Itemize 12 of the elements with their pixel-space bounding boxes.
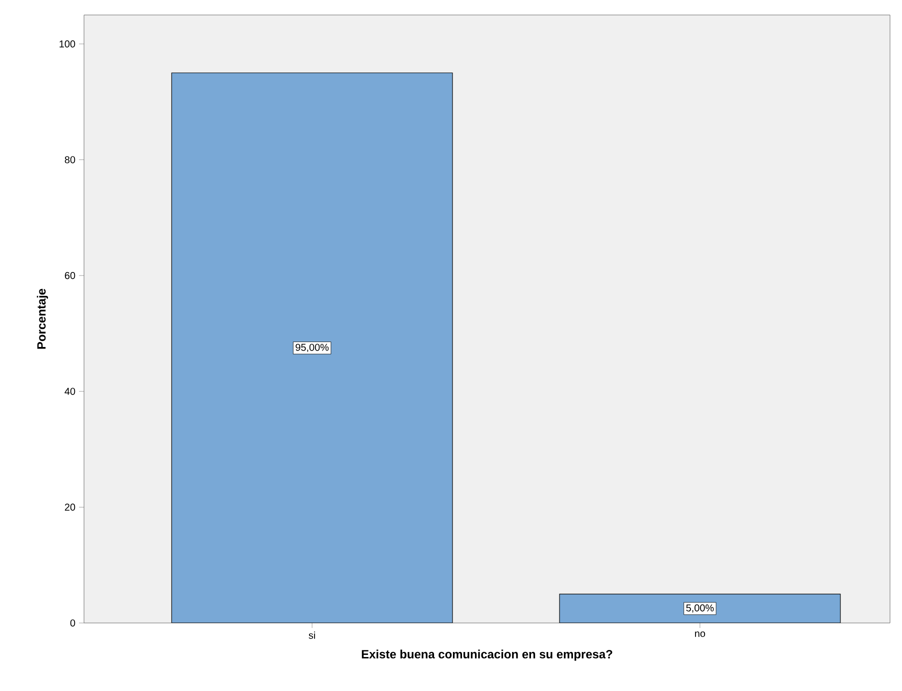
y-tick-label: 100 — [60, 40, 76, 48]
y-tick-label: 0 — [70, 619, 76, 627]
y-tick-label: 40 — [64, 388, 76, 395]
data-label: 5,00% — [686, 604, 714, 613]
y-tick-label: 80 — [64, 156, 76, 164]
y-axis-title: Porcentaje — [36, 288, 48, 349]
y-tick-label: 60 — [64, 272, 76, 280]
x-axis-title: Existe buena comunicacion en su empresa? — [362, 650, 612, 661]
x-tick-label: si — [308, 632, 316, 639]
x-tick-label: no — [695, 632, 706, 637]
data-label: 95,00% — [296, 344, 329, 352]
y-tick-label: 20 — [64, 504, 76, 511]
